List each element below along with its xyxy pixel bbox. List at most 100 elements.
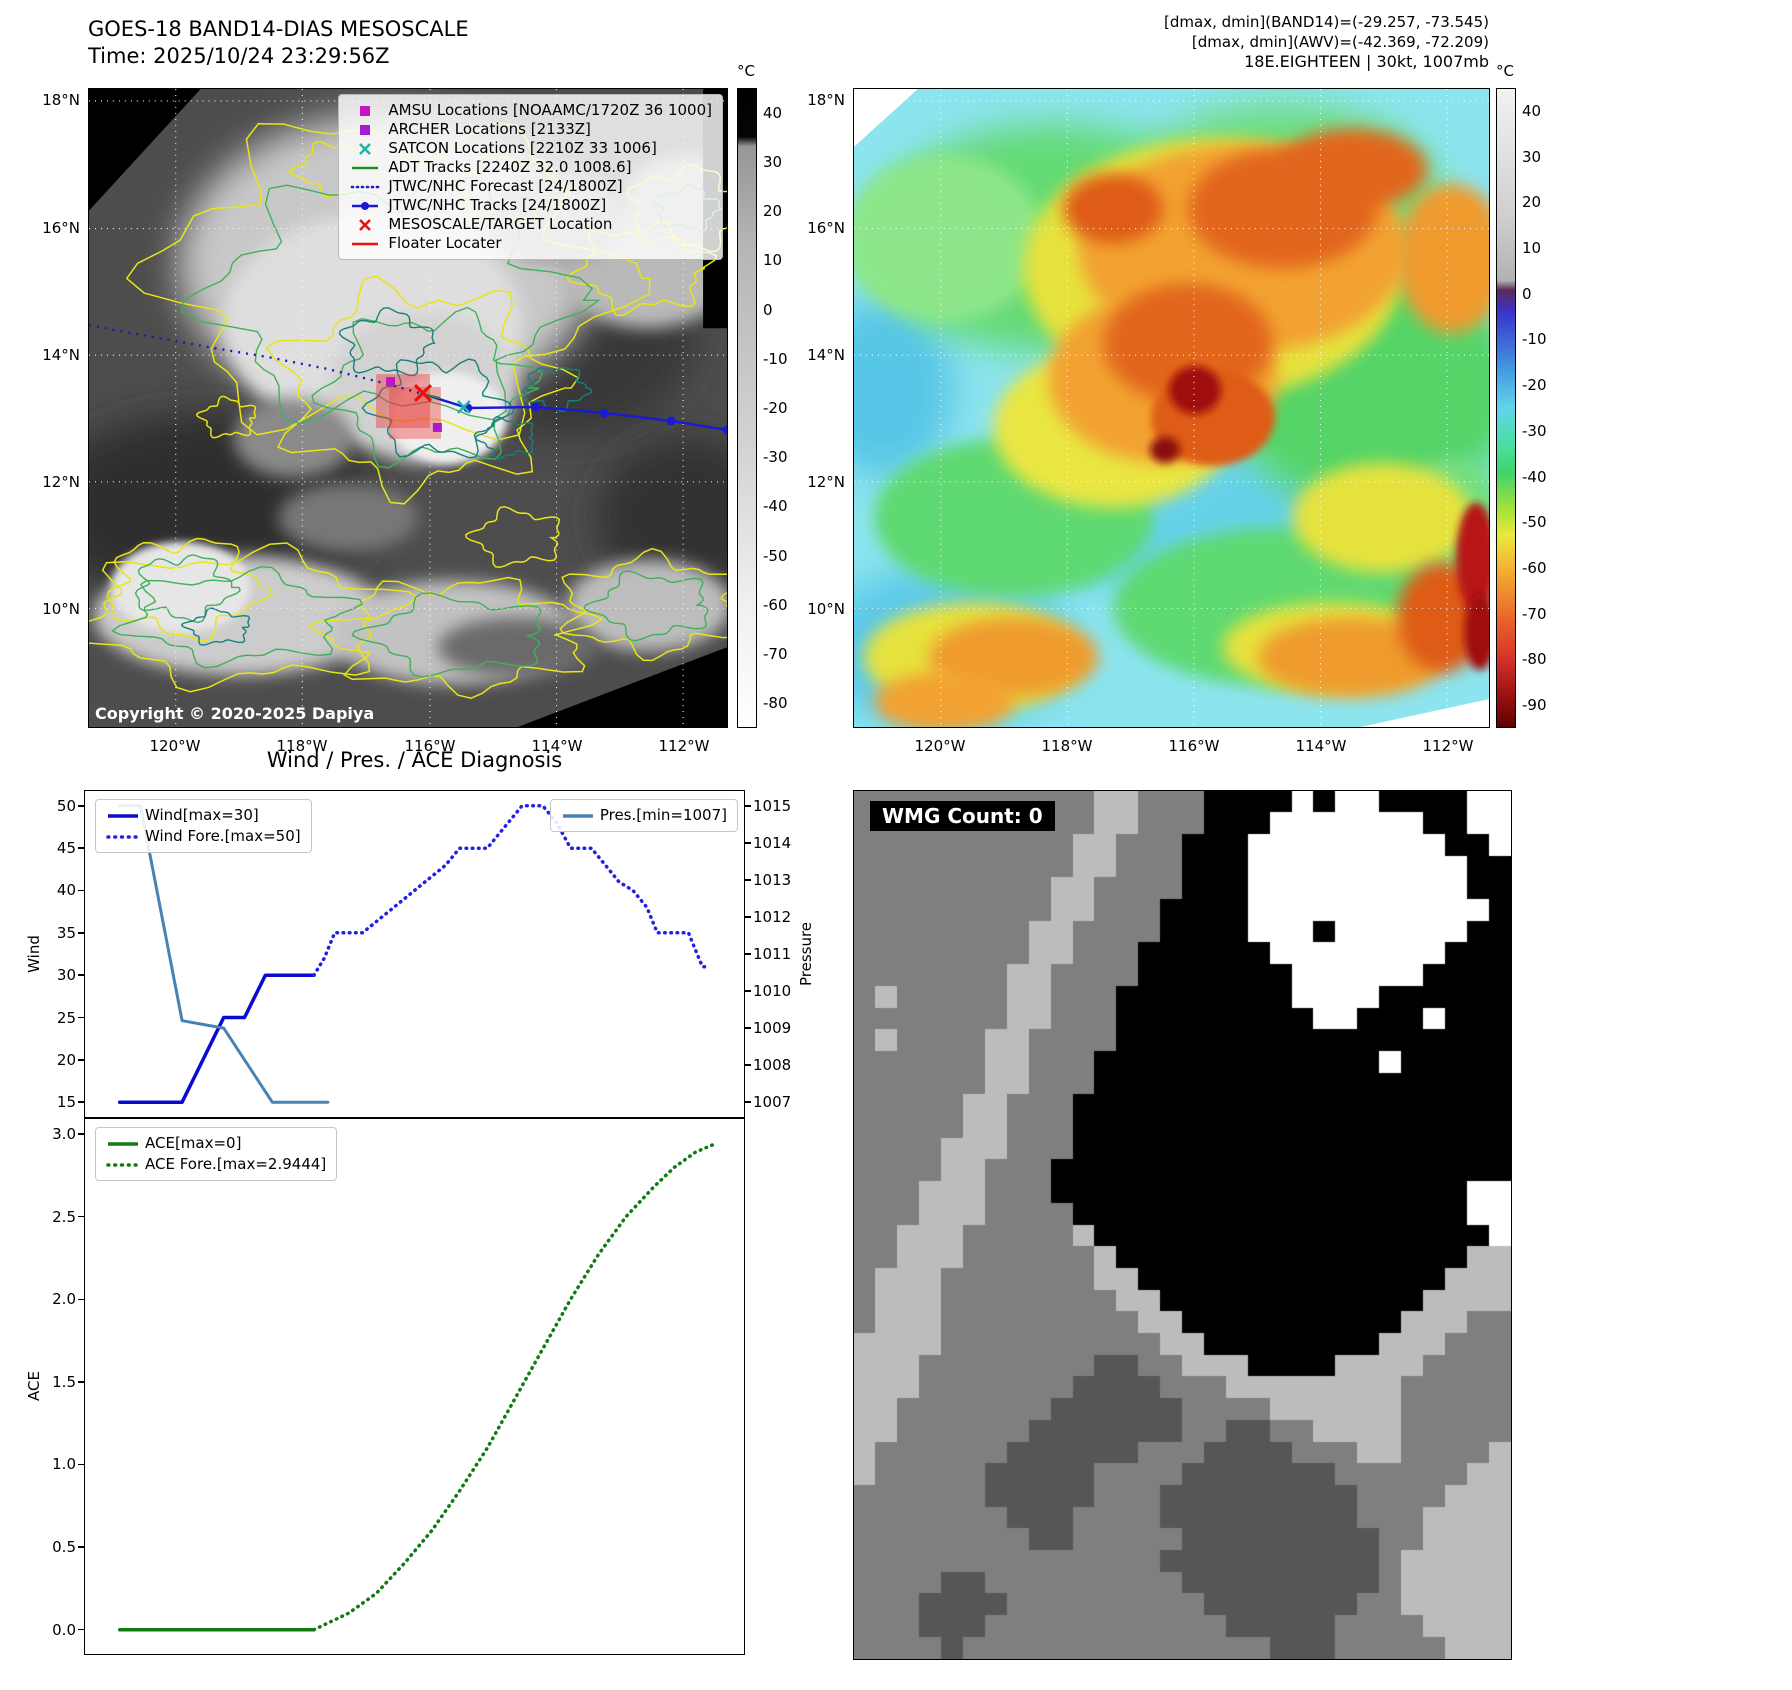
legend-line-sample-icon (106, 1162, 138, 1167)
wind-tick-label: 30 (56, 966, 76, 985)
axis-tick-mark (78, 1463, 84, 1466)
map-legend-label: Floater Locater (388, 234, 502, 252)
axis-tick-mark (745, 805, 751, 807)
ace-tick-label: 2.5 (52, 1207, 76, 1226)
colorbar-tick-label: -70 (763, 645, 788, 664)
map-legend-entry: JTWC/NHC Forecast [24/1800Z] (349, 177, 712, 196)
pressure-tick-label: 1010 (753, 982, 792, 1001)
map-legend-label: JTWC/NHC Forecast [24/1800Z] (388, 177, 623, 195)
ace-tick-label: 1.5 (52, 1372, 76, 1391)
band14-map: AMSU Locations [NOAAMC/1720Z 36 1000] ARC… (88, 88, 728, 728)
map-legend-entry: MESOSCALE/TARGET Location (349, 215, 712, 234)
map-legend-label: AMSU Locations [NOAAMC/1720Z 36 1000] (388, 101, 712, 119)
band14-title: GOES-18 BAND14-DIAS MESOSCALE (88, 17, 469, 41)
chart-legend-entry: ACE[max=0] (106, 1133, 326, 1154)
wind-tick-label: 50 (56, 796, 76, 815)
chart-legend-entry: Wind[max=30] (106, 805, 301, 826)
map-x-tick-label: 118°W (276, 737, 328, 755)
ace-tick-label: 2.0 (52, 1290, 76, 1309)
wmg-count-label: WMG Count: 0 (870, 801, 1055, 831)
dmax-dmin-awv: [dmax, dmin](AWV)=(-42.369, -72.209) (1191, 33, 1489, 51)
legend-line-icon (352, 166, 379, 169)
colorbar-tick-label: -60 (1522, 559, 1547, 577)
axis-tick-mark (78, 932, 84, 934)
colorbar-unit-right: °C (1496, 62, 1514, 80)
pressure-tick-label: 1008 (753, 1056, 792, 1075)
axis-tick-mark (745, 1027, 751, 1029)
map-y-tick-label: 12°N (42, 473, 80, 491)
series-line (117, 973, 316, 1104)
legend-line-sample-icon (562, 813, 593, 818)
chart-legend: ACE[max=0] ACE Fore.[max=2.9444] (95, 1127, 338, 1181)
colorbar-tick-label: -50 (1522, 513, 1547, 532)
axis-tick-mark (78, 1133, 84, 1135)
map-y-tick-label: 14°N (42, 346, 80, 364)
map-x-tick-label: 118°W (1041, 737, 1093, 755)
colorbar-tick-label: -50 (763, 546, 788, 565)
ace-tick-label: 0.0 (52, 1620, 76, 1639)
map-legend-label: JTWC/NHC Tracks [24/1800Z] (388, 196, 607, 214)
colorbar-unit-left: °C (737, 62, 755, 80)
colorbar-tick-label: 10 (763, 251, 783, 270)
chart-legend-label: Wind Fore.[max=50] (145, 827, 301, 845)
band14-colorbar (737, 88, 757, 728)
awv-colorbar (1496, 88, 1516, 728)
colorbar-tick-label: -20 (763, 399, 788, 417)
chart-legend-label: Wind[max=30] (145, 806, 259, 824)
ace-tick-label: 0.5 (52, 1538, 76, 1557)
axis-tick-mark (78, 1059, 84, 1061)
axis-tick-mark (745, 953, 751, 955)
ace-axis-label: ACE (25, 1371, 43, 1401)
map-legend-label: SATCON Locations [2210Z 33 1006] (388, 139, 657, 157)
colorbar-tick-label: 30 (763, 152, 783, 171)
axis-tick-mark (78, 847, 84, 849)
map-x-tick-label: 116°W (404, 737, 456, 755)
map-x-tick-label: 114°W (531, 737, 583, 755)
colorbar-tick-label: 40 (763, 103, 783, 122)
map-y-tick-label: 16°N (42, 219, 80, 237)
map-y-tick-label: 14°N (807, 346, 845, 364)
map-y-tick-label: 18°N (42, 91, 80, 109)
chart-legend-label: Pres.[min=1007] (599, 806, 727, 824)
wind-tick-label: 45 (56, 839, 76, 858)
colorbar-tick-label: 40 (1522, 101, 1542, 120)
chart-legend: Pres.[min=1007] (549, 799, 738, 832)
colorbar-tick-label: -10 (1522, 330, 1547, 349)
map-y-tick-label: 10°N (807, 600, 845, 618)
colorbar-tick-label: -70 (1522, 604, 1547, 623)
diagnosis-title: Wind / Pres. / ACE Diagnosis (266, 748, 563, 772)
map-y-tick-label: 18°N (807, 91, 845, 109)
wind-tick-label: 40 (56, 881, 76, 900)
map-y-tick-label: 12°N (807, 473, 845, 491)
axis-tick-mark (78, 974, 84, 976)
axis-tick-mark (78, 1381, 84, 1383)
band14-title-block: GOES-18 BAND14-DIAS MESOSCALE Time: 2025… (88, 16, 469, 70)
map-legend-entry: ARCHER Locations [2133Z] (349, 120, 712, 139)
wind-tick-label: 20 (56, 1050, 76, 1069)
colorbar-tick-label: -40 (1522, 467, 1547, 486)
colorbar-tick-label: -80 (1522, 650, 1547, 669)
pressure-tick-label: 1014 (753, 833, 792, 852)
band14-time: Time: 2025/10/24 23:29:56Z (88, 44, 390, 68)
map-x-tick-label: 114°W (1295, 737, 1347, 755)
map-legend-entry: JTWC/NHC Tracks [24/1800Z] (349, 196, 712, 215)
pressure-tick-label: 1007 (753, 1093, 792, 1112)
map-legend: AMSU Locations [NOAAMC/1720Z 36 1000] ARC… (338, 94, 723, 260)
colorbar-tick-label: 30 (1522, 147, 1542, 166)
map-legend-label: MESOSCALE/TARGET Location (388, 215, 613, 233)
map-x-tick-label: 120°W (149, 737, 201, 755)
axis-tick-mark (78, 1546, 84, 1548)
axis-tick-mark (745, 1064, 751, 1066)
map-legend-entry: SATCON Locations [2210Z 33 1006] (349, 139, 712, 158)
wmg-image (854, 791, 1511, 1659)
colorbar-tick-label: 20 (763, 202, 783, 221)
legend-square-icon (360, 105, 371, 116)
colorbar-tick-label: -40 (763, 497, 788, 516)
ace-tick-label: 3.0 (52, 1125, 76, 1144)
chart-legend-entry: Pres.[min=1007] (561, 805, 727, 826)
colorbar-tick-label: 10 (1522, 239, 1542, 257)
legend-line-sample-icon (108, 813, 138, 818)
chart-legend-entry: ACE Fore.[max=2.9444] (106, 1154, 326, 1175)
legend-x-icon (359, 218, 372, 231)
chart-legend-entry: Wind Fore.[max=50] (106, 826, 301, 847)
